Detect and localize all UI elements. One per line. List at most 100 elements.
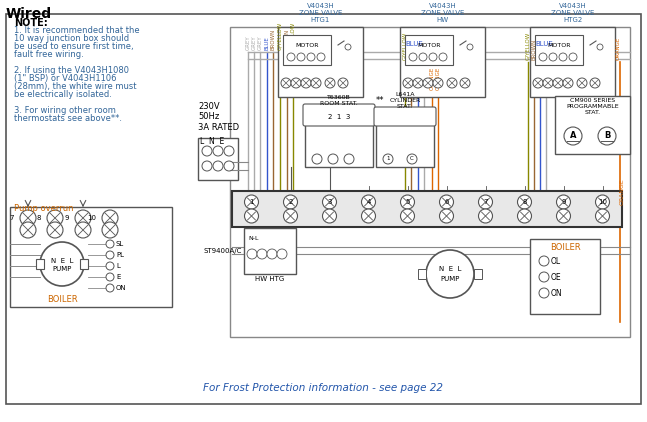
Text: BLUE: BLUE: [538, 46, 542, 60]
Text: CM900 SERIES
PROGRAMMABLE
STAT.: CM900 SERIES PROGRAMMABLE STAT.: [566, 98, 619, 115]
Text: V4043H
ZONE VALVE
HTG2: V4043H ZONE VALVE HTG2: [551, 3, 594, 23]
Circle shape: [595, 209, 609, 223]
Circle shape: [595, 195, 609, 209]
Circle shape: [47, 222, 63, 238]
Bar: [198, 138, 238, 180]
Text: 230V
50Hz
3A RATED: 230V 50Hz 3A RATED: [198, 102, 239, 132]
Text: 3: 3: [327, 199, 332, 205]
Text: BLUE: BLUE: [535, 41, 553, 47]
Circle shape: [277, 249, 287, 259]
Circle shape: [479, 209, 492, 223]
Text: PUMP: PUMP: [52, 266, 72, 272]
Text: 7: 7: [10, 215, 14, 221]
Text: ORANGE: ORANGE: [430, 67, 435, 90]
Text: ORANGE: ORANGE: [619, 179, 624, 206]
Circle shape: [556, 209, 571, 223]
Text: V4043H
ZONE VALVE
HTG1: V4043H ZONE VALVE HTG1: [299, 3, 342, 23]
Circle shape: [202, 161, 212, 171]
Circle shape: [338, 78, 348, 88]
FancyBboxPatch shape: [374, 107, 436, 126]
Text: SL: SL: [116, 241, 124, 247]
Circle shape: [467, 44, 473, 50]
Circle shape: [598, 127, 616, 145]
Circle shape: [549, 53, 557, 61]
Bar: [230, 27, 630, 337]
Circle shape: [75, 210, 91, 226]
Circle shape: [245, 195, 259, 209]
Circle shape: [426, 250, 474, 298]
Circle shape: [213, 161, 223, 171]
Text: 10 way junction box should: 10 way junction box should: [14, 34, 129, 43]
Circle shape: [569, 53, 577, 61]
Circle shape: [312, 154, 322, 164]
Circle shape: [224, 146, 234, 156]
Text: BROWN: BROWN: [531, 39, 536, 60]
Text: thermostats see above**.: thermostats see above**.: [14, 114, 122, 123]
Text: 2. If using the V4043H1080: 2. If using the V4043H1080: [14, 66, 129, 75]
Text: **: **: [376, 97, 384, 106]
Text: ST9400A/C: ST9400A/C: [204, 248, 242, 254]
Circle shape: [564, 127, 582, 145]
Text: Pump overrun: Pump overrun: [14, 204, 74, 213]
Bar: [305, 109, 373, 167]
Text: HW HTG: HW HTG: [256, 276, 285, 282]
Circle shape: [311, 78, 321, 88]
Text: BROWN: BROWN: [270, 29, 276, 50]
Bar: [530, 27, 615, 97]
Circle shape: [439, 209, 454, 223]
Circle shape: [400, 209, 415, 223]
Circle shape: [102, 222, 118, 238]
Text: C: C: [410, 157, 414, 162]
Circle shape: [403, 78, 413, 88]
Text: GREY: GREY: [245, 35, 250, 50]
Text: GREY: GREY: [252, 35, 256, 50]
Text: 6: 6: [444, 199, 449, 205]
Text: 8: 8: [522, 199, 527, 205]
Text: L641A
CYLINDER
STAT.: L641A CYLINDER STAT.: [389, 92, 421, 109]
Circle shape: [345, 44, 351, 50]
Text: B: B: [604, 132, 610, 141]
Circle shape: [106, 284, 114, 292]
Text: 4: 4: [366, 199, 371, 205]
Bar: [80, 259, 88, 269]
Circle shape: [433, 78, 443, 88]
Text: ON: ON: [551, 289, 563, 298]
Text: fault free wiring.: fault free wiring.: [14, 50, 83, 59]
Text: G/YELLOW: G/YELLOW: [278, 22, 283, 50]
Text: 9: 9: [65, 215, 69, 221]
Circle shape: [533, 78, 543, 88]
Circle shape: [224, 161, 234, 171]
Circle shape: [257, 249, 267, 259]
Circle shape: [322, 195, 336, 209]
Text: OE: OE: [551, 273, 562, 281]
Text: GREY: GREY: [258, 35, 263, 50]
Circle shape: [325, 78, 335, 88]
Text: 1: 1: [249, 199, 254, 205]
Circle shape: [539, 256, 549, 266]
Circle shape: [400, 195, 415, 209]
Text: NOTE:: NOTE:: [14, 18, 48, 28]
Text: ORANGE: ORANGE: [435, 67, 441, 90]
Text: A: A: [570, 132, 576, 141]
Circle shape: [75, 222, 91, 238]
Text: BLUE: BLUE: [405, 41, 422, 47]
Text: 9: 9: [561, 199, 565, 205]
Text: BROWN: BROWN: [285, 29, 289, 50]
Circle shape: [287, 53, 295, 61]
Text: be electrically isolated.: be electrically isolated.: [14, 90, 112, 99]
Circle shape: [106, 240, 114, 248]
Text: PL: PL: [116, 252, 124, 258]
Circle shape: [553, 78, 563, 88]
Circle shape: [407, 154, 417, 164]
Text: 10: 10: [87, 215, 96, 221]
FancyBboxPatch shape: [303, 104, 375, 126]
Circle shape: [577, 78, 587, 88]
Text: G/YELLOW: G/YELLOW: [291, 22, 296, 50]
Circle shape: [423, 78, 433, 88]
Circle shape: [419, 53, 427, 61]
Text: T6360B
ROOM STAT.: T6360B ROOM STAT.: [320, 95, 358, 106]
Circle shape: [539, 272, 549, 282]
Circle shape: [20, 222, 36, 238]
Circle shape: [267, 249, 277, 259]
Circle shape: [317, 53, 325, 61]
